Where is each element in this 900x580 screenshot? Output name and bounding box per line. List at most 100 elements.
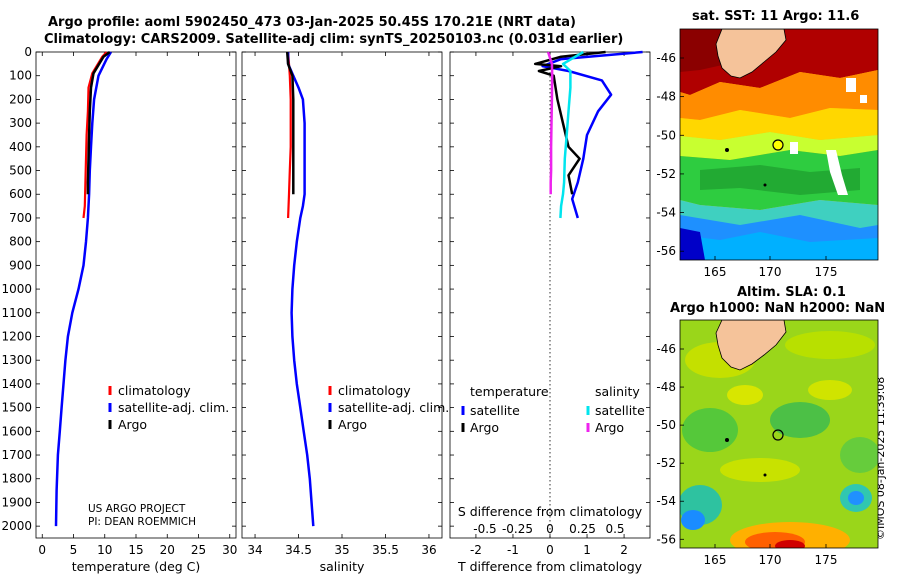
temperature-panel: 0100200300400500600700800900100011001200…: [1, 45, 237, 574]
map-lat-label: -46: [656, 342, 676, 356]
y-tick-label: 100: [9, 69, 32, 83]
x-tick-label: 35.5: [372, 543, 399, 557]
x-tick-label: 34: [247, 543, 262, 557]
legend-label: Argo: [118, 417, 147, 432]
map-lon-label: 165: [704, 553, 727, 567]
map-lon-label: 170: [759, 265, 782, 279]
map-lon-label: 170: [759, 553, 782, 567]
difference-panel: -2 -1 0 1 2 T difference from climatology S di…: [449, 50, 651, 574]
legend-label: climatology: [338, 383, 411, 398]
x-axis-label: salinity: [320, 559, 365, 574]
x-tick-label: 34.5: [285, 543, 312, 557]
y-tick-label: 1200: [1, 329, 32, 343]
s-tick-label: 0: [546, 522, 554, 536]
legend-header: salinity: [595, 384, 640, 399]
series-satellite-adj-clim-: [54, 51, 113, 527]
x-tick-label: 0: [546, 543, 554, 557]
x-tick-label: 0: [38, 543, 46, 557]
map-lon-label: 175: [815, 553, 838, 567]
map-lat-label: -50: [656, 418, 676, 432]
y-tick-label: 500: [9, 164, 32, 178]
map-lat-label: -50: [656, 128, 676, 142]
y-tick-label: 1700: [1, 448, 32, 462]
map-lat-label: -54: [656, 494, 676, 508]
y-tick-label: 1800: [1, 472, 32, 486]
x-tick-label: 1: [583, 543, 591, 557]
figure-title-line2: Climatology: CARS2009. Satellite-adj cli…: [44, 32, 624, 47]
map-lat-label: -54: [656, 206, 676, 220]
map-lon-label: 165: [704, 265, 727, 279]
x-axis-label: T difference from climatology: [457, 559, 643, 574]
y-tick-label: 700: [9, 211, 32, 225]
sla-map-title-line2: Argo h1000: NaN h2000: NaN: [670, 301, 886, 316]
map-lat-label: -46: [656, 51, 676, 65]
x-tick-label: 5: [70, 543, 78, 557]
map-lat-label: -56: [656, 532, 676, 546]
y-tick-label: 2000: [1, 519, 32, 533]
map-axis-ticks: 165 170 175 -46 -48 -50 -52 -54 -56 165 170 175 -46 -…: [656, 51, 837, 567]
series-s-argo: [546, 51, 554, 195]
map-lat-label: -52: [656, 167, 676, 181]
y-tick-label: 0: [24, 45, 32, 59]
y-tick-label: 1300: [1, 353, 32, 367]
x-tick-label: 30: [222, 543, 237, 557]
x-tick-label: 25: [191, 543, 206, 557]
y-tick-label: 1500: [1, 401, 32, 415]
y-tick-label: 300: [9, 116, 32, 130]
attribution-line2: PI: DEAN ROEMMICH: [88, 516, 196, 528]
y-tick-label: 1900: [1, 495, 32, 509]
y-tick-label: 600: [9, 187, 32, 201]
legend-label: satellite-adj. clim.: [338, 400, 449, 415]
s-tick-label: 0.25: [569, 522, 596, 536]
map-lon-label: 175: [815, 265, 838, 279]
x-tick-label: 35: [334, 543, 349, 557]
salinity-panel: 34 34.5 35 35.5 36 salinity climatology satelli…: [241, 51, 449, 574]
x-tick-label: -1: [507, 543, 519, 557]
map-lat-label: -56: [656, 244, 676, 258]
legend-label: climatology: [118, 383, 191, 398]
x-axis-label: temperature (deg C): [72, 559, 201, 574]
sst-map: [680, 29, 878, 260]
x-tick-label: 15: [128, 543, 143, 557]
series-s-satellite: [559, 50, 584, 219]
sla-map: [680, 320, 878, 548]
series-argo: [285, 51, 295, 195]
series-t-argo: [533, 50, 606, 195]
panel-frame: [35, 51, 237, 539]
series-argo: [86, 50, 111, 195]
map-lat-label: -52: [656, 456, 676, 470]
y-tick-label: 1400: [1, 377, 32, 391]
y-tick-label: 1000: [1, 282, 32, 296]
sst-argo-position-marker: [772, 139, 784, 151]
legend-label: Argo: [338, 417, 367, 432]
series-satellite-adj-clim-: [286, 52, 315, 527]
y-tick-label: 900: [9, 258, 32, 272]
x-tick-label: 36: [421, 543, 436, 557]
s-tick-label: -0.25: [502, 522, 533, 536]
x-tick-label: 20: [160, 543, 175, 557]
s-tick-label: 0.5: [605, 522, 624, 536]
y-tick-label: 1100: [1, 306, 32, 320]
legend-label: Argo: [470, 420, 499, 435]
x-tick-label: 2: [620, 543, 628, 557]
legend-label: Argo: [595, 420, 624, 435]
y-tick-label: 200: [9, 92, 32, 106]
legend-label: satellite-adj. clim.: [118, 400, 229, 415]
sla-map-title-line1: Altim. SLA: 0.1: [737, 285, 846, 300]
panel-frame: [241, 51, 443, 539]
figure-title-line1: Argo profile: aoml 5902450_473 03-Jan-20…: [48, 15, 576, 30]
x-tick-label: 10: [97, 543, 112, 557]
sst-map-title: sat. SST: 11 Argo: 11.6: [692, 9, 860, 24]
attribution-line1: US ARGO PROJECT: [88, 503, 186, 515]
legend-header: temperature: [470, 384, 549, 399]
legend-label: satellite: [470, 403, 520, 418]
y-tick-label: 1600: [1, 424, 32, 438]
y-tick-label: 800: [9, 235, 32, 249]
s-tick-label: -0.5: [473, 522, 496, 536]
y-tick-label: 400: [9, 140, 32, 154]
legend-label: satellite: [595, 403, 645, 418]
map-lat-label: -48: [656, 380, 676, 394]
map-lat-label: -48: [656, 90, 676, 104]
top-x-axis-label: S difference from climatology: [458, 504, 643, 519]
